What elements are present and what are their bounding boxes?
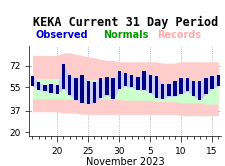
Bar <box>197 81 201 100</box>
Bar <box>111 79 114 99</box>
Bar <box>49 84 53 93</box>
Bar <box>74 79 77 100</box>
Text: Observed: Observed <box>36 30 88 40</box>
Bar <box>173 81 176 96</box>
Bar <box>129 75 133 87</box>
Bar <box>203 79 207 94</box>
Bar <box>80 75 83 103</box>
Bar <box>160 84 164 99</box>
Bar <box>166 84 170 96</box>
Bar <box>92 82 96 103</box>
Bar <box>43 85 46 91</box>
Bar <box>209 76 213 89</box>
Bar <box>154 76 157 98</box>
Bar <box>135 77 139 90</box>
X-axis label: November 2023: November 2023 <box>86 157 164 166</box>
Bar <box>68 75 71 95</box>
Bar <box>123 73 127 86</box>
Bar <box>148 75 151 93</box>
Bar <box>86 81 90 104</box>
Text: Normals: Normals <box>102 30 147 40</box>
Bar <box>185 79 188 91</box>
Bar <box>142 71 145 90</box>
Bar <box>216 75 219 86</box>
Bar <box>55 85 59 94</box>
Bar <box>179 79 182 94</box>
Bar <box>61 64 65 89</box>
Bar <box>105 77 108 95</box>
Bar <box>117 71 120 89</box>
Bar <box>191 81 194 96</box>
Title: KEKA Current 31 Day Period: KEKA Current 31 Day Period <box>33 16 217 29</box>
Bar <box>99 79 102 98</box>
Bar <box>37 82 40 90</box>
Text: Records: Records <box>156 30 200 40</box>
Bar <box>31 76 34 86</box>
